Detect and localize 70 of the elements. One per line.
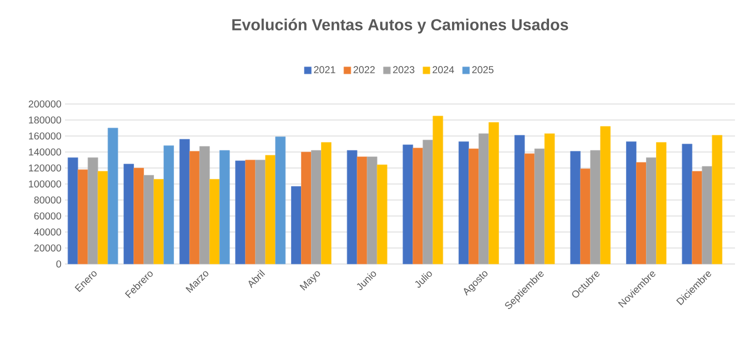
legend-label: 2022 (354, 66, 375, 74)
legend-label: 2021 (314, 66, 336, 74)
bar (265, 155, 276, 264)
bar (580, 168, 591, 264)
bar (590, 150, 601, 264)
bar (219, 150, 230, 264)
bar (412, 148, 424, 264)
bar (376, 164, 388, 264)
bar (626, 141, 636, 264)
bar (108, 128, 118, 264)
y-tick-label: 60000 (34, 212, 62, 220)
bar (432, 116, 444, 264)
y-tick-label: 180000 (29, 116, 62, 124)
bar (154, 179, 164, 264)
bar (98, 171, 108, 264)
bar (164, 145, 174, 264)
y-tick-label: 200000 (28, 100, 62, 108)
y-tick-label: 80000 (34, 196, 62, 204)
y-tick-label: 160000 (29, 132, 62, 140)
bar (78, 169, 88, 264)
bar (124, 164, 134, 264)
legend-label: 2024 (432, 66, 454, 74)
chart-title: Evolución Ventas Autos y Camiones Usados (232, 18, 568, 34)
y-tick-label: 140000 (29, 148, 62, 156)
bar (524, 153, 535, 264)
bar (570, 151, 581, 264)
bar (600, 126, 611, 264)
bar (636, 162, 646, 264)
bar (311, 150, 322, 264)
bar (199, 146, 210, 264)
bar (209, 179, 220, 264)
bar (402, 144, 414, 264)
bar (88, 157, 98, 264)
bar (656, 142, 666, 264)
bar (366, 156, 378, 264)
bar (144, 175, 154, 264)
bar (646, 157, 656, 264)
bar (478, 133, 489, 264)
legend-label: 2025 (472, 66, 494, 74)
bar (291, 186, 302, 264)
bar (189, 151, 200, 264)
bar (275, 136, 286, 264)
bar (534, 148, 545, 264)
bar (682, 144, 692, 264)
bar (179, 139, 190, 264)
bar (514, 135, 525, 264)
y-tick-label: 20000 (34, 244, 62, 252)
bar (301, 152, 312, 264)
bar (134, 168, 144, 264)
bar (468, 148, 479, 264)
y-tick-label: 0 (56, 260, 62, 268)
bar (488, 122, 499, 264)
y-tick-label: 120000 (29, 164, 62, 172)
bar (356, 156, 368, 264)
bar (255, 160, 266, 264)
bar (458, 141, 469, 264)
y-tick-label: 40000 (34, 228, 62, 236)
bar (544, 133, 555, 264)
y-tick-label: 100000 (29, 180, 62, 188)
bar (235, 160, 246, 264)
legend-label: 2023 (393, 66, 414, 74)
bar (321, 142, 332, 264)
x-tick-label: Julio (415, 271, 432, 288)
bar (68, 157, 78, 264)
bar (712, 135, 722, 264)
bar (702, 166, 712, 264)
bar (346, 150, 358, 264)
bar (245, 160, 256, 264)
bar (692, 171, 702, 264)
bar (422, 140, 434, 264)
